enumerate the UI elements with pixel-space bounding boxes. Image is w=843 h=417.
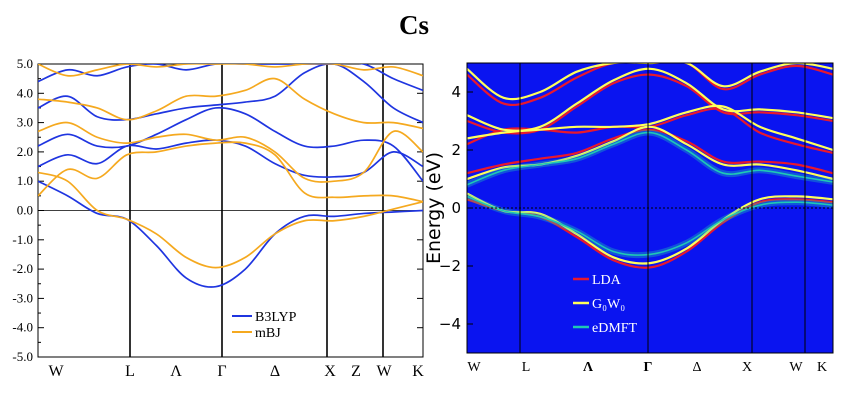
y-axis-label: Energy (eV) (423, 152, 445, 264)
k-point-label: Δ (270, 363, 280, 380)
band-line-lda (467, 128, 833, 175)
figure-title: Cs (399, 10, 429, 40)
band-line-g0w0 (467, 67, 833, 132)
k-point-label: X (742, 360, 752, 375)
y-tick-label: 4 (451, 83, 461, 101)
band-line-b3lyp (38, 106, 423, 182)
bands-group (467, 63, 833, 269)
y-tick-label: 0.0 (17, 203, 33, 218)
y-tick-label: 5.0 (17, 56, 33, 71)
legend-label: G₀W₀ (592, 297, 625, 312)
y-tick-label: -1.0 (12, 232, 33, 247)
band-line-mbj (38, 141, 423, 203)
band-line-b3lyp (38, 180, 423, 288)
y-tick-label: 2.0 (17, 144, 33, 159)
legend-label: mBJ (255, 326, 281, 341)
y-tick-label: 3.0 (17, 115, 33, 130)
k-point-label: Γ (644, 360, 653, 375)
y-tick-label: 0 (451, 199, 461, 217)
band-line-edmft (467, 195, 833, 256)
k-point-label: Δ (692, 360, 701, 375)
y-tick-label: -2.0 (12, 261, 33, 276)
band-line-lda (467, 63, 833, 107)
y-tick-label: -3.0 (12, 290, 33, 305)
k-point-label: W (376, 363, 392, 380)
band-line-mbj (38, 77, 423, 130)
band-line-lda (467, 73, 833, 135)
k-point-label: W (467, 360, 481, 375)
spectral-background (467, 63, 833, 353)
k-point-label: Γ (217, 363, 226, 380)
band-line-g0w0 (467, 63, 833, 101)
band-line-edmft (467, 131, 833, 186)
k-point-label: K (412, 363, 424, 380)
legend-label: eDMFT (592, 321, 638, 336)
y-tick-label: -4.0 (12, 320, 33, 335)
k-point-label: W (789, 360, 803, 375)
k-point-label: L (522, 360, 531, 375)
band-line-mbj (38, 64, 423, 77)
y-tick-label: 1.0 (17, 173, 33, 188)
k-point-label: X (324, 363, 336, 380)
legend-label: B3LYP (255, 310, 297, 325)
y-tick-label: −2 (439, 257, 461, 275)
left-band-plot: 5.0 4.0 3.0 2.0 1.0 0.0 -1.0 -2.0 -3.0 -4.0 -5.0 W L… (12, 56, 424, 380)
k-point-label: W (48, 363, 64, 380)
band-line-mbj (38, 171, 423, 269)
legend-box (226, 306, 318, 346)
k-point-label: L (125, 363, 135, 380)
y-tick-label: −4 (439, 315, 461, 333)
y-tick-label: 4.0 (17, 85, 33, 100)
k-point-label: Λ (583, 360, 593, 375)
k-point-label: K (817, 360, 827, 375)
band-line-b3lyp (38, 64, 423, 92)
band-line-mbj (38, 121, 423, 183)
legend-label: LDA (592, 273, 622, 288)
band-line-g0w0 (467, 192, 833, 265)
y-tick-label: -5.0 (12, 349, 33, 364)
y-tick-label: 2 (451, 141, 461, 159)
k-point-label: Λ (170, 363, 182, 380)
bands-group (38, 64, 423, 288)
band-line-b3lyp (38, 64, 423, 124)
k-point-label: Z (351, 363, 361, 380)
